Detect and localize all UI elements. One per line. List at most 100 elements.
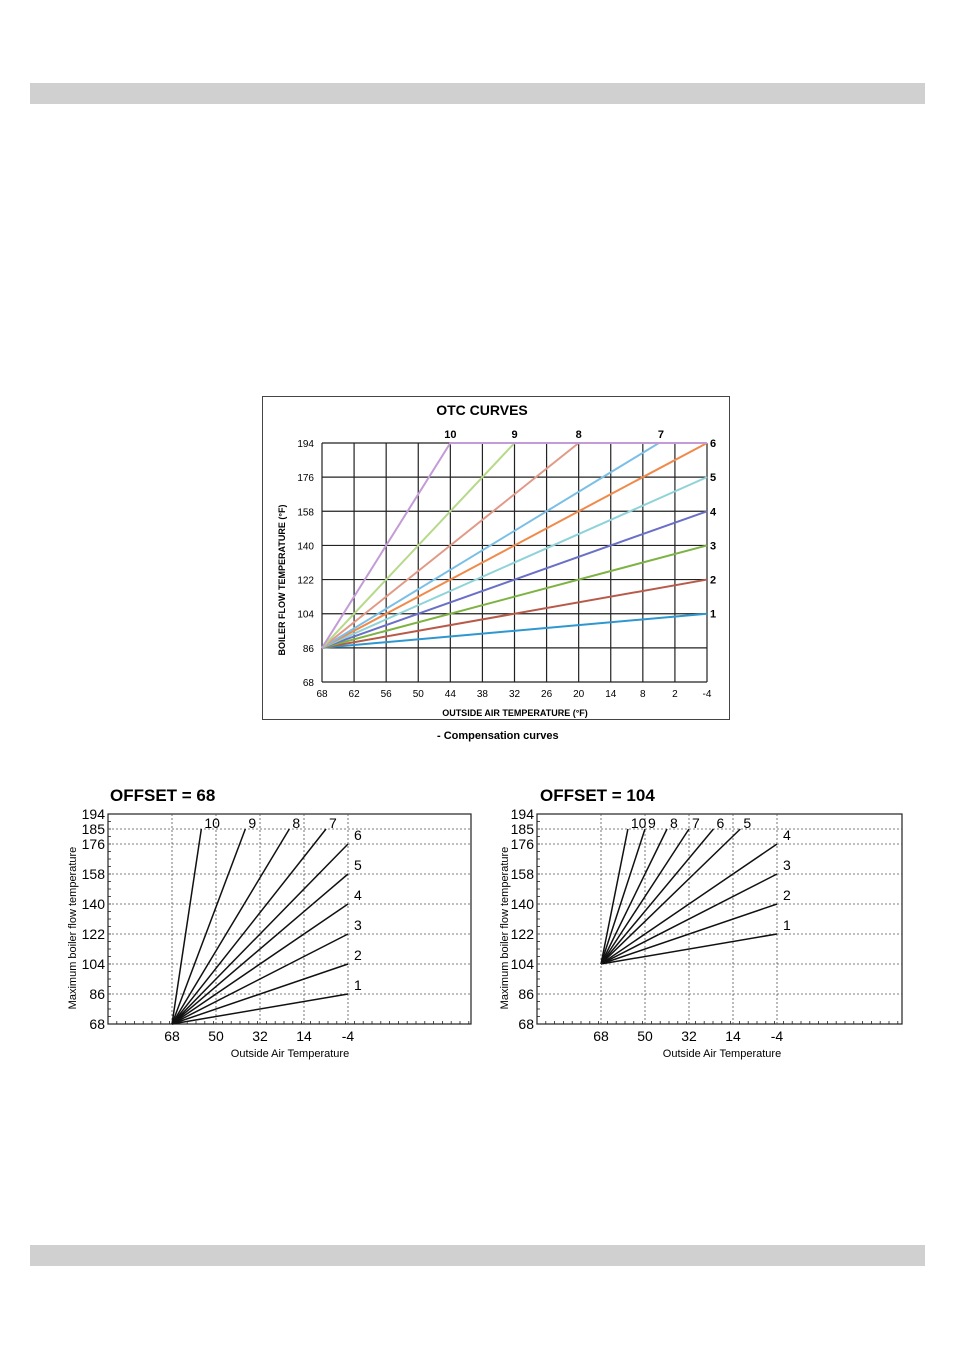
offset104-y-tick-label: 158 — [511, 866, 535, 882]
otc-y-tick-label: 122 — [297, 576, 314, 587]
offset104-series-label: 1 — [783, 917, 791, 933]
offset68-series-line — [171, 903, 349, 1025]
offset104-y-tick-label: 194 — [511, 806, 535, 822]
offset68-x-tick-label: 68 — [164, 1028, 180, 1044]
offset-68-series-lines — [171, 828, 349, 1025]
offset104-series-label: 4 — [783, 827, 791, 843]
offset-68-title: OFFSET = 68 — [110, 786, 215, 805]
otc-series-label: 3 — [710, 540, 716, 552]
offset68-series-label: 6 — [354, 827, 362, 843]
offset68-series-line — [171, 993, 349, 1025]
offset104-series-line — [600, 828, 741, 965]
otc-series-label: 1 — [710, 609, 716, 621]
offset104-series-line — [600, 828, 715, 965]
offset104-series-label: 7 — [692, 815, 700, 831]
offset68-series-line — [171, 828, 247, 1025]
otc-x-tick-label: 8 — [640, 689, 646, 700]
offset104-y-tick-label: 185 — [511, 821, 535, 837]
otc-y-tick-label: 140 — [297, 541, 314, 552]
otc-x-tick-label: 26 — [541, 689, 553, 700]
offset104-y-tick-label: 140 — [511, 896, 535, 912]
otc-x-tick-label: 14 — [605, 689, 617, 700]
offset68-y-tick-label: 140 — [82, 896, 106, 912]
offset68-series-label: 2 — [354, 947, 362, 963]
otc-chart-title: OTC CURVES — [436, 402, 528, 418]
offset104-series-label: 9 — [648, 815, 656, 831]
otc-series-label: 9 — [511, 429, 517, 441]
offset104-y-tick-label: 122 — [511, 926, 535, 942]
offset104-series-label: 2 — [783, 887, 791, 903]
offset104-series-line — [600, 828, 668, 965]
offset104-series-label: 5 — [743, 815, 751, 831]
footer-band — [30, 1245, 925, 1266]
otc-x-tick-label: 38 — [477, 689, 489, 700]
otc-series-label: 7 — [658, 429, 664, 441]
otc-x-tick-label: 50 — [413, 689, 425, 700]
otc-y-axis-label: BOILER FLOW TEMPERATURE (°F) — [277, 505, 287, 656]
otc-series-line — [321, 510, 708, 649]
offset68-y-tick-label: 122 — [82, 926, 106, 942]
otc-series-line — [321, 578, 708, 649]
offset68-series-line — [171, 828, 290, 1025]
offset104-x-tick-label: -4 — [771, 1028, 784, 1044]
offset68-series-line — [171, 873, 349, 1025]
otc-x-tick-label: 62 — [349, 689, 361, 700]
offset104-series-line — [600, 828, 690, 965]
offset68-y-tick-label: 104 — [82, 956, 106, 972]
otc-y-tick-label: 158 — [297, 507, 314, 518]
offset104-series-line — [600, 933, 778, 965]
offset104-y-tick-label: 104 — [511, 956, 535, 972]
otc-x-tick-label: 56 — [381, 689, 393, 700]
otc-series-labels: 1 2 3 4 5 6 7 8 9 10 — [444, 429, 717, 621]
offset68-x-tick-label: 14 — [296, 1028, 312, 1044]
offset-104-y-axis-label: Maximum boiler flow temperature — [499, 847, 511, 1010]
offset68-series-label: 10 — [204, 815, 220, 831]
otc-series-line — [321, 442, 707, 649]
offset104-series-label: 8 — [670, 815, 678, 831]
otc-series-label: 2 — [710, 575, 716, 587]
offset68-series-line — [171, 963, 349, 1025]
offset68-x-tick-label: 50 — [208, 1028, 224, 1044]
offset104-series-line — [600, 828, 646, 965]
offset104-y-tick-label: 86 — [518, 986, 534, 1002]
otc-x-tick-label: 32 — [509, 689, 521, 700]
otc-x-tick-label: 44 — [445, 689, 457, 700]
otc-series-lines — [321, 442, 708, 649]
offset68-x-tick-label: -4 — [342, 1028, 355, 1044]
otc-chart-border — [262, 396, 730, 720]
offset68-series-label: 4 — [354, 887, 362, 903]
otc-series-label: 10 — [444, 429, 456, 441]
otc-y-tick-label: 194 — [297, 439, 314, 450]
offset68-y-tick-label: 68 — [89, 1016, 105, 1032]
offset68-x-tick-label: 32 — [252, 1028, 268, 1044]
otc-series-label: 8 — [576, 429, 582, 441]
offset-104-title: OFFSET = 104 — [540, 786, 655, 805]
otc-y-tick-label: 104 — [297, 610, 314, 621]
otc-x-axis-label: OUTSIDE AIR TEMPERATURE (°F) — [442, 708, 588, 718]
offset68-y-tick-label: 185 — [82, 821, 106, 837]
otc-x-tick-label: -4 — [703, 689, 712, 700]
otc-x-tick-label: 2 — [672, 689, 678, 700]
offset68-series-label: 3 — [354, 917, 362, 933]
offset-68-y-axis-label: Maximum boiler flow temperature — [67, 847, 79, 1010]
offset68-series-label: 7 — [329, 815, 337, 831]
offset104-series-label: 3 — [783, 857, 791, 873]
otc-series-line — [321, 476, 708, 649]
otc-y-tick-label: 86 — [303, 644, 315, 655]
otc-y-tick-label: 176 — [297, 473, 314, 484]
otc-series-label: 4 — [710, 506, 717, 518]
offset68-y-tick-label: 86 — [89, 986, 105, 1002]
offset104-x-tick-label: 14 — [725, 1028, 741, 1044]
offset-104-series-lines — [600, 828, 778, 965]
otc-series-line — [321, 544, 708, 649]
offset68-series-label: 1 — [354, 977, 362, 993]
offset68-series-label: 9 — [248, 815, 256, 831]
offset104-x-tick-label: 32 — [681, 1028, 697, 1044]
offset68-y-tick-label: 158 — [82, 866, 106, 882]
otc-caption: - Compensation curves — [437, 730, 559, 742]
